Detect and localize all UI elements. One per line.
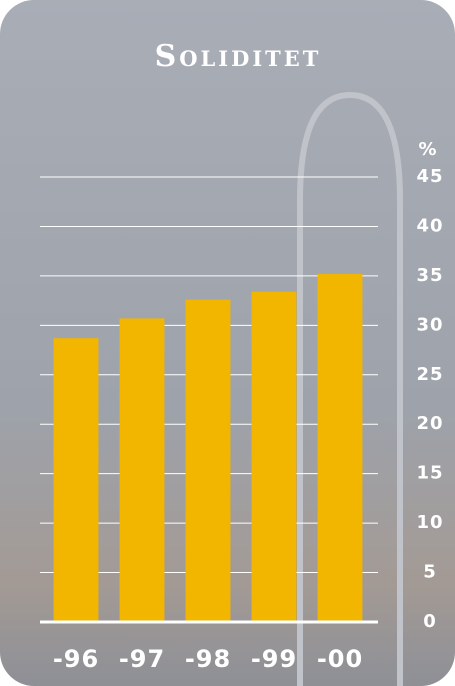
y-tick-label: 20 xyxy=(416,413,443,434)
x-tick-label: -00 xyxy=(317,645,363,673)
bar xyxy=(251,291,297,622)
y-tick-label: 35 xyxy=(416,265,443,286)
y-tick-label: 10 xyxy=(416,512,443,533)
y-tick-label: 25 xyxy=(416,364,443,385)
x-tick-label: -97 xyxy=(119,645,165,673)
y-tick-label: 15 xyxy=(416,463,443,484)
y-tick-label: 5 xyxy=(423,562,437,583)
bar xyxy=(185,299,231,622)
y-tick-label: 40 xyxy=(416,215,443,236)
x-tick-label: -99 xyxy=(251,645,297,673)
y-axis-unit: % xyxy=(418,139,437,160)
x-tick-label: -96 xyxy=(53,645,99,673)
bar xyxy=(53,338,99,622)
y-tick-label: 0 xyxy=(423,611,437,632)
chart-title: Soliditet xyxy=(155,39,322,74)
bar xyxy=(119,318,165,622)
x-tick-label: -98 xyxy=(185,645,231,673)
y-tick-label: 30 xyxy=(416,314,443,335)
background-door xyxy=(297,91,403,686)
bar xyxy=(317,273,363,622)
y-tick-label: 45 xyxy=(416,166,443,187)
